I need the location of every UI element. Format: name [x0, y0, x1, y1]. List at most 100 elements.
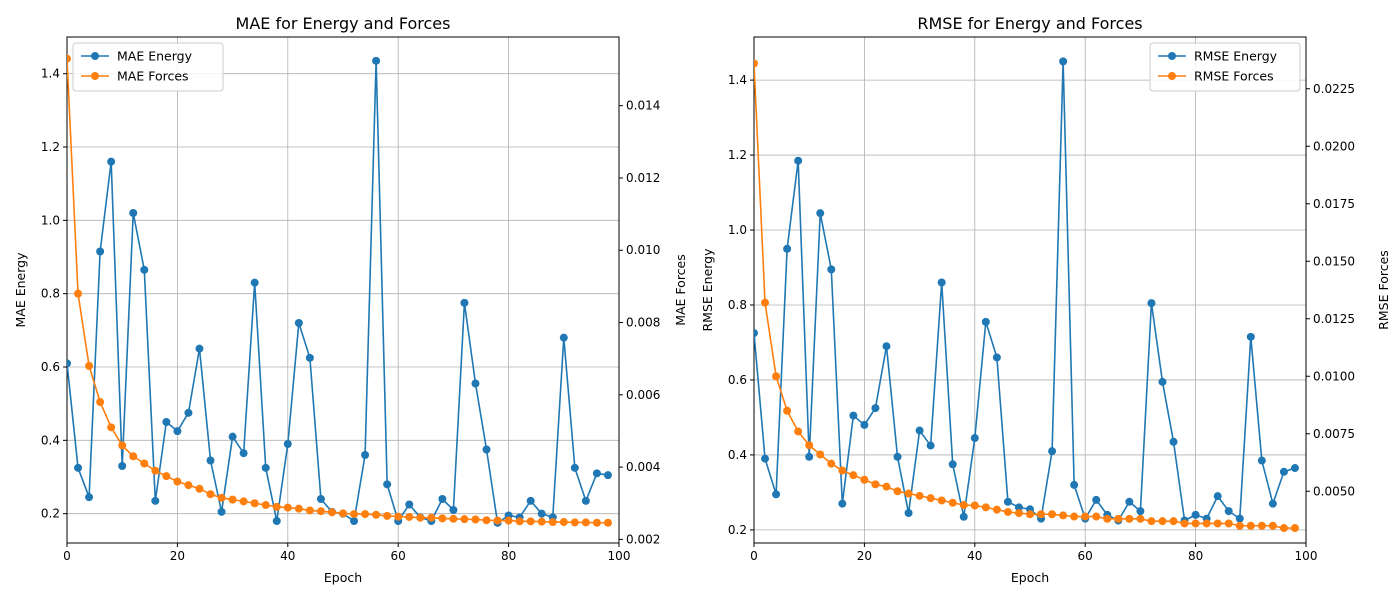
- data-point: [1070, 512, 1079, 521]
- legend-label: MAE Energy: [117, 49, 193, 64]
- data-point: [438, 514, 447, 523]
- data-point: [383, 511, 392, 520]
- x-tick-label: 60: [391, 549, 406, 563]
- data-point: [1136, 507, 1145, 516]
- data-point: [783, 244, 792, 253]
- data-point: [129, 209, 138, 217]
- y-tick-label: 1.2: [41, 140, 60, 154]
- data-point: [827, 459, 836, 468]
- data-point: [1114, 514, 1123, 523]
- data-point: [772, 372, 781, 381]
- data-point: [74, 463, 83, 472]
- data-point: [603, 518, 612, 527]
- data-point: [140, 459, 149, 468]
- legend-marker: [91, 72, 99, 80]
- data-point: [838, 466, 847, 475]
- data-point: [926, 441, 935, 450]
- data-point: [1235, 514, 1244, 523]
- data-point: [838, 499, 847, 508]
- data-point: [871, 480, 880, 489]
- data-point: [1290, 524, 1299, 533]
- data-point: [603, 471, 612, 480]
- data-point: [449, 514, 458, 523]
- y-right-tick-label: 0.008: [626, 316, 660, 330]
- y-tick-label: 1.0: [728, 223, 747, 237]
- data-point: [1125, 514, 1134, 523]
- data-point: [849, 471, 858, 480]
- x-tick-label: 40: [280, 549, 295, 563]
- y-axis-label: MAE Energy: [13, 252, 28, 328]
- data-point: [882, 342, 891, 351]
- data-point: [184, 481, 193, 490]
- data-point: [372, 56, 381, 65]
- data-point: [316, 507, 325, 516]
- data-point: [1279, 524, 1288, 533]
- data-point: [915, 426, 924, 435]
- data-point: [482, 516, 491, 525]
- data-point: [1070, 480, 1079, 489]
- x-tick-label: 0: [750, 549, 758, 563]
- x-tick-label: 80: [1188, 549, 1203, 563]
- data-point: [327, 508, 336, 517]
- y-right-tick-label: 0.002: [626, 532, 660, 546]
- data-point: [361, 510, 370, 519]
- y-right-axis-label: MAE Forces: [673, 254, 688, 326]
- data-point: [761, 298, 770, 307]
- data-point: [151, 466, 160, 475]
- data-point: [1191, 510, 1200, 519]
- y-right-tick-label: 0.0100: [1313, 369, 1355, 383]
- y-tick-label: 0.8: [41, 287, 60, 301]
- data-point: [361, 451, 370, 459]
- y-right-tick-label: 0.012: [626, 171, 660, 185]
- data-point: [1246, 332, 1255, 341]
- x-tick-label: 60: [1078, 549, 1093, 563]
- data-point: [794, 427, 803, 436]
- legend-label: RMSE Forces: [1194, 69, 1274, 84]
- data-point: [1136, 514, 1145, 523]
- data-point: [1180, 519, 1189, 528]
- x-tick-label: 100: [1295, 549, 1318, 563]
- data-point: [67, 54, 71, 63]
- data-point: [805, 452, 814, 461]
- data-point: [761, 454, 770, 463]
- data-point: [1014, 509, 1023, 518]
- data-point: [570, 463, 579, 472]
- data-point: [1158, 377, 1167, 386]
- data-point: [107, 157, 116, 166]
- data-point: [449, 506, 458, 514]
- data-point: [904, 509, 913, 518]
- data-point: [754, 329, 758, 338]
- y-right-tick-label: 0.0050: [1313, 484, 1355, 498]
- data-point: [1092, 512, 1101, 521]
- x-axis-label: Epoch: [1011, 570, 1049, 585]
- data-point: [794, 156, 803, 165]
- data-point: [118, 441, 127, 450]
- data-point: [239, 449, 248, 458]
- data-point: [283, 503, 292, 512]
- data-point: [151, 496, 160, 505]
- data-point: [405, 512, 414, 521]
- series-energy: [754, 57, 1299, 525]
- data-point: [915, 491, 924, 500]
- data-point: [250, 278, 259, 287]
- y-tick-label: 0.8: [728, 298, 747, 312]
- data-point: [1169, 517, 1178, 526]
- data-point: [1213, 492, 1222, 501]
- y-right-tick-label: 0.0150: [1313, 254, 1355, 268]
- data-point: [1279, 467, 1288, 476]
- chart-panel-2: 0 20 40 60 80 100 0.2 0.4 0.6 0.8 1.0 1.2 1.4 0.0050 0…: [700, 14, 1391, 585]
- data-point: [394, 512, 403, 521]
- data-point: [1059, 57, 1068, 66]
- data-point: [217, 507, 226, 516]
- data-point: [173, 477, 182, 486]
- x-axis-label: Epoch: [324, 570, 362, 585]
- data-point: [96, 398, 105, 407]
- legend-marker: [1168, 52, 1176, 60]
- data-point: [970, 434, 979, 443]
- data-point: [1048, 447, 1057, 456]
- data-point: [937, 496, 946, 505]
- data-point: [992, 505, 1001, 514]
- data-point: [471, 515, 480, 524]
- data-point: [460, 298, 469, 307]
